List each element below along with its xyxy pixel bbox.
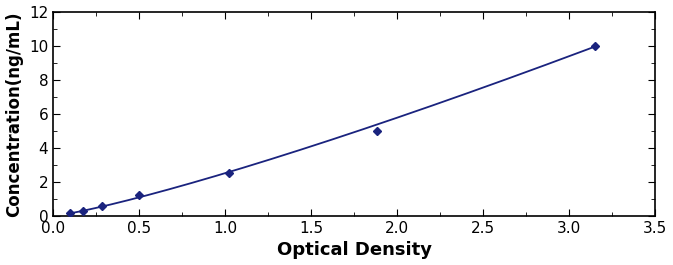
X-axis label: Optical Density: Optical Density <box>277 241 432 259</box>
Y-axis label: Concentration(ng/mL): Concentration(ng/mL) <box>5 11 24 217</box>
